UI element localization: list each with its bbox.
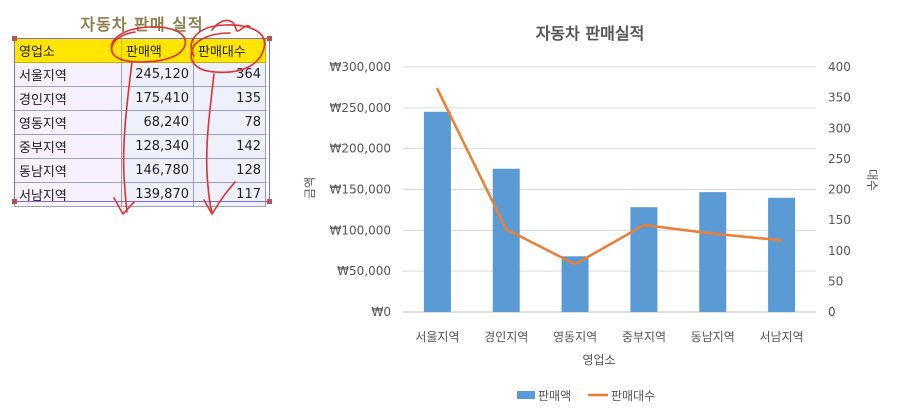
cell-sales-amount[interactable]: 245,120	[121, 62, 194, 87]
header-cell-sales-units[interactable]: 판매대수	[193, 38, 266, 63]
line-point-영동지역	[574, 263, 577, 266]
cell-sales-amount[interactable]: 139,870	[121, 182, 194, 207]
cell-sales-units[interactable]: 135	[193, 86, 266, 111]
sales-chart[interactable]: 자동차 판매실적 ₩0 ₩50,000 ₩100,000 ₩150,000 ₩200,0…	[300, 0, 900, 418]
y2-tick-label: 100	[828, 244, 851, 258]
x-axis-title: 영업소	[582, 353, 615, 367]
y2-tick-label: 250	[828, 152, 851, 166]
legend-label-sales-units: 판매대수	[611, 389, 655, 403]
x-tick-label: 경인지역	[484, 330, 528, 344]
chart-legend[interactable]: 판매액 판매대수	[517, 389, 655, 403]
cell-office[interactable]: 서남지역	[14, 182, 122, 207]
table-row: 서울지역 245,120 364	[14, 62, 266, 87]
cell-office[interactable]: 영동지역	[14, 110, 122, 135]
y2-axis-title: 대수	[865, 169, 879, 191]
y-tick-label: ₩250,000	[330, 101, 392, 115]
x-tick-label: 영동지역	[553, 330, 597, 344]
table-row: 서남지역 139,870 117	[14, 182, 266, 207]
chart-title: 자동차 판매실적	[536, 24, 645, 43]
y-tick-label: ₩200,000	[330, 142, 392, 156]
bar-영동지역[interactable]	[561, 256, 589, 312]
cell-office[interactable]: 경인지역	[14, 86, 122, 111]
table-row: 영동지역 68,240 78	[14, 110, 266, 135]
cell-sales-units[interactable]: 364	[193, 62, 266, 87]
y2-tick-label: 50	[828, 274, 843, 288]
cell-office[interactable]: 중부지역	[14, 134, 122, 159]
sales-units-line[interactable]	[436, 87, 783, 266]
left-axis-ticks: ₩0 ₩50,000 ₩100,000 ₩150,000 ₩200,000 ₩250,00…	[330, 60, 392, 319]
header-cell-sales-amount[interactable]: 판매액	[121, 38, 194, 63]
bar-중부지역[interactable]	[630, 207, 658, 312]
line-series-sales-units	[436, 87, 783, 266]
cell-sales-units[interactable]: 78	[193, 110, 266, 135]
table-row: 동남지역 146,780 128	[14, 158, 266, 183]
selection-handle-bottom-right[interactable]	[267, 199, 272, 204]
table-title: 자동차 판매 실적	[80, 15, 204, 34]
y2-tick-label: 200	[828, 183, 851, 197]
cell-sales-units[interactable]: 117	[193, 182, 266, 207]
cell-sales-amount[interactable]: 175,410	[121, 86, 194, 111]
chart-canvas: 자동차 판매실적 ₩0 ₩50,000 ₩100,000 ₩150,000 ₩200,0…	[303, 24, 879, 403]
line-point-서울지역	[436, 88, 439, 91]
cell-sales-amount[interactable]: 146,780	[121, 158, 194, 183]
y2-tick-label: 400	[828, 60, 851, 74]
table-row: 중부지역 128,340 142	[14, 134, 266, 159]
line-point-경인지역	[505, 228, 508, 231]
cell-sales-units[interactable]: 128	[193, 158, 266, 183]
y-tick-label: ₩150,000	[330, 183, 392, 197]
y-tick-label: ₩50,000	[337, 264, 391, 278]
legend-swatch-sales-amount	[517, 391, 535, 399]
legend-label-sales-amount: 판매액	[538, 389, 571, 403]
y2-tick-label: 350	[828, 91, 851, 105]
cell-sales-units[interactable]: 142	[193, 134, 266, 159]
bar-series-sales-amount	[423, 111, 796, 312]
table-row: 경인지역 175,410 135	[14, 86, 266, 111]
y-tick-label: ₩300,000	[330, 60, 392, 74]
right-axis-ticks: 0 50 100 150 200 250 300 350 400	[828, 60, 851, 319]
cell-sales-amount[interactable]: 128,340	[121, 134, 194, 159]
x-axis-ticks: 서울지역 경인지역 영동지역 중부지역 동남지역 서남지역	[415, 330, 803, 344]
y-tick-label: ₩100,000	[330, 223, 392, 237]
bar-동남지역[interactable]	[699, 192, 727, 312]
bar-경인지역[interactable]	[492, 168, 520, 312]
table-header-row: 영업소 판매액 판매대수	[14, 38, 266, 63]
x-tick-label: 중부지역	[622, 330, 666, 344]
line-point-동남지역	[711, 232, 714, 235]
x-tick-label: 서울지역	[415, 330, 459, 344]
header-cell-office[interactable]: 영업소	[14, 38, 122, 63]
cell-office[interactable]: 서울지역	[14, 62, 122, 87]
x-tick-label: 서남지역	[759, 330, 803, 344]
y2-tick-label: 300	[828, 121, 851, 135]
sales-table: 영업소 판매액 판매대수 서울지역 245,120 364 경인지역 175,4…	[14, 38, 266, 207]
cell-office[interactable]: 동남지역	[14, 158, 122, 183]
y-axis-title: 금액	[303, 177, 317, 199]
y2-tick-label: 0	[828, 305, 836, 319]
line-point-중부지역	[642, 224, 645, 227]
line-point-서남지역	[780, 239, 783, 242]
bar-서울지역[interactable]	[423, 111, 451, 312]
x-tick-label: 동남지역	[691, 330, 735, 344]
cell-sales-amount[interactable]: 68,240	[121, 110, 194, 135]
bar-서남지역[interactable]	[768, 197, 796, 312]
y2-tick-label: 150	[828, 213, 851, 227]
gridlines	[403, 66, 816, 313]
y-tick-label: ₩0	[372, 305, 392, 319]
